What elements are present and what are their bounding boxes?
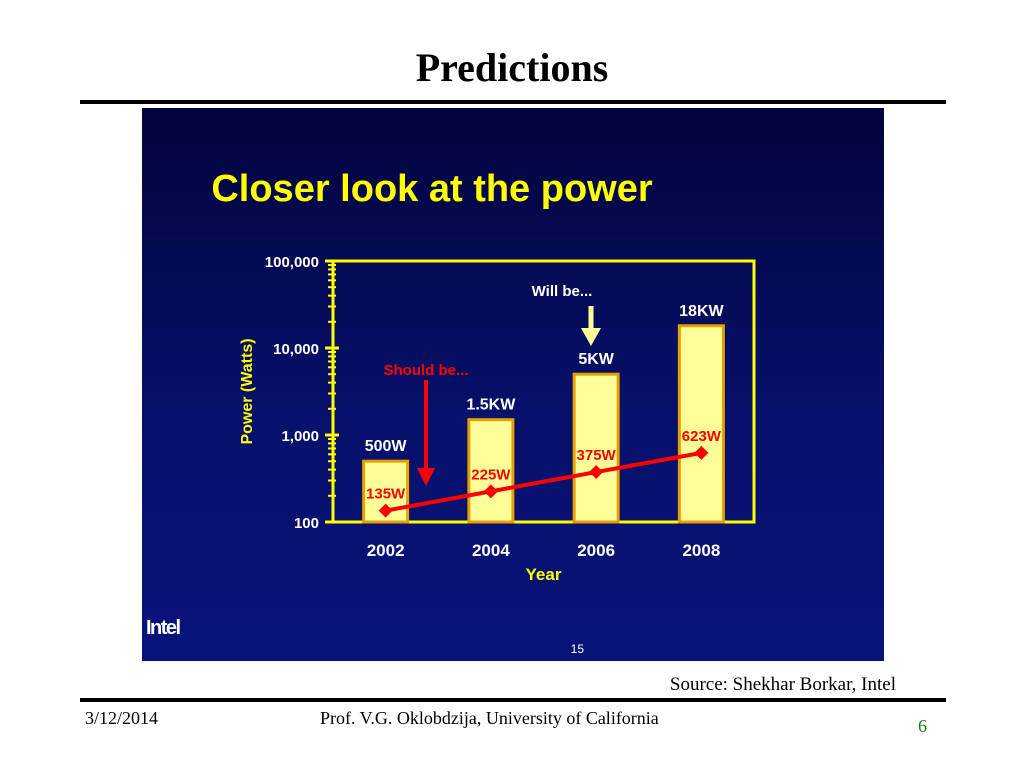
page-title: Predictions (415, 45, 609, 90)
trend-point (694, 445, 709, 460)
bar-value-label: 5KW (578, 351, 614, 368)
bar-value-label: 18KW (679, 303, 724, 320)
y-tick-label: 100,000 (265, 254, 319, 271)
bar (677, 324, 725, 524)
page-number: 6 (918, 716, 927, 736)
trend-point-label: 135W (366, 486, 406, 503)
footer-date: 3/12/2014 (85, 708, 159, 728)
will-be-arrow-head (581, 328, 601, 346)
trend-point (483, 484, 498, 499)
should-be-annotation: Should be... (384, 362, 469, 379)
chart-plot: 100 1,000 10,000 100,000 Power (Watts) 500W 1.… (239, 254, 756, 584)
plot-frame (331, 259, 756, 524)
y-tick-label: 1,000 (281, 428, 319, 445)
x-tick-label: 2004 (472, 541, 510, 560)
will-be-annotation: Will be... (532, 283, 593, 300)
x-axis-label: Year (526, 565, 562, 584)
trend-point-label: 225W (471, 466, 511, 483)
x-tick-label: 2006 (577, 541, 615, 560)
bar-value-label: 500W (365, 438, 408, 455)
trend-point (589, 465, 604, 480)
intel-logo: Intel (146, 617, 181, 639)
should-be-arrow-head (417, 468, 435, 486)
y-axis-label: Power (Watts) (239, 338, 256, 444)
chart-title: Closer look at the power (211, 168, 653, 210)
bar-value-label: 1.5KW (466, 397, 516, 414)
trend-line (385, 450, 702, 513)
bar (572, 372, 620, 524)
x-tick-label: 2008 (682, 541, 720, 560)
slide-number: 15 (571, 642, 585, 656)
y-tick-label: 100 (294, 515, 319, 532)
source-note: Source: Shekhar Borkar, Intel (669, 674, 896, 695)
trend-point-label: 375W (577, 447, 617, 464)
bar (467, 418, 515, 524)
trend-point (378, 503, 393, 518)
x-tick-label: 2002 (367, 541, 405, 560)
y-tick-label: 10,000 (273, 341, 319, 358)
trend-point-label: 623W (682, 428, 722, 445)
footer-divider (80, 698, 946, 702)
embedded-slide: Closer look at the power 100 1,000 10,000 1… (142, 108, 884, 661)
power-chart: Closer look at the power 1001,00010,0001… (146, 168, 756, 656)
title-divider (80, 100, 946, 104)
footer-author: Prof. V.G. Oklobdzija, University of Cal… (320, 708, 659, 728)
